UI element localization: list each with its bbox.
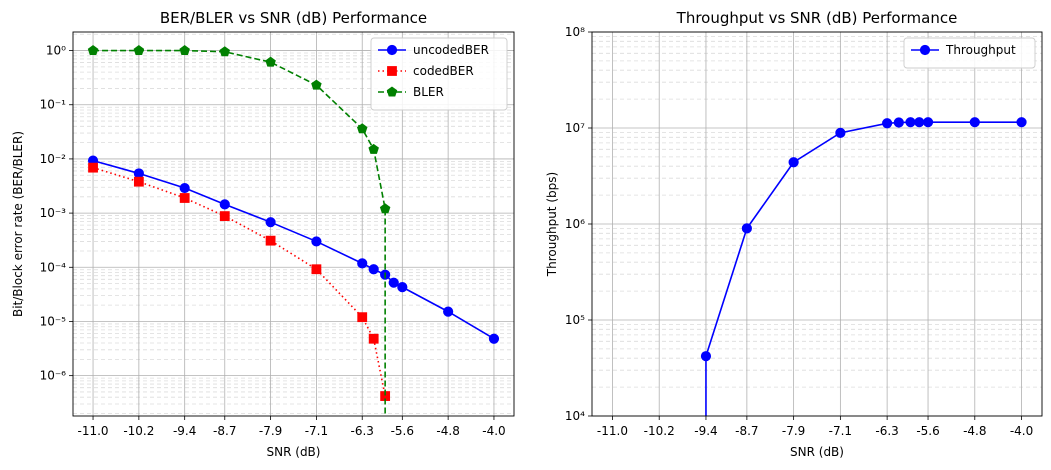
- series-Throughput: [700, 117, 1027, 416]
- data-point: [357, 312, 368, 323]
- data-point: [893, 117, 904, 128]
- y-tick-label: 10⁻¹: [40, 98, 67, 112]
- y-tick-label: 10⁷: [565, 121, 585, 135]
- legend-marker-Throughput: [919, 44, 931, 56]
- y-tick-label: 10⁻³: [40, 206, 67, 220]
- series-codedBER: [88, 162, 391, 401]
- data-point: [368, 143, 379, 154]
- series-uncodedBER: [87, 155, 500, 344]
- data-point: [219, 211, 230, 222]
- data-point: [265, 235, 276, 246]
- data-point: [179, 193, 190, 203]
- data-point: [179, 45, 190, 56]
- data-point: [133, 168, 144, 179]
- data-point: [741, 223, 752, 234]
- legend-marker-uncodedBER: [386, 44, 398, 56]
- data-point: [922, 117, 934, 128]
- data-point: [835, 127, 846, 138]
- data-point: [914, 117, 925, 128]
- legend-marker-BLER: [386, 86, 398, 97]
- data-point: [388, 277, 399, 288]
- x-axis-label: SNR (dB): [790, 445, 844, 459]
- data-point: [368, 264, 379, 275]
- x-tick-label: -7.9: [782, 424, 805, 438]
- x-tick-label: -10.2: [644, 424, 675, 438]
- x-tick-label: -5.6: [916, 424, 939, 438]
- data-point: [488, 333, 500, 344]
- data-point: [1016, 117, 1027, 128]
- data-point: [87, 45, 99, 56]
- data-point: [397, 282, 408, 293]
- data-point: [133, 176, 144, 187]
- y-tick-label: 10⁵: [565, 313, 585, 327]
- y-axis-label: Throughput (bps): [545, 172, 559, 277]
- legend-label-BLER: BLER: [413, 85, 444, 99]
- legend-label-Throughput: Throughput: [945, 43, 1016, 57]
- data-point: [265, 217, 276, 228]
- x-tick-label: -11.0: [597, 424, 628, 438]
- data-point: [219, 46, 231, 57]
- y-tick-label: 10⁶: [565, 217, 585, 231]
- x-tick-label: -4.0: [482, 424, 505, 438]
- y-tick-label: 10⁰: [46, 44, 66, 58]
- x-tick-label: -4.8: [436, 424, 459, 438]
- x-tick-label: -5.6: [391, 424, 414, 438]
- y-tick-label: 10⁴: [565, 409, 585, 423]
- data-point: [219, 199, 230, 210]
- data-point: [265, 56, 276, 67]
- legend: Throughput: [903, 37, 1036, 69]
- x-tick-label: -7.1: [305, 424, 328, 438]
- y-tick-label: 10⁻⁵: [40, 314, 67, 328]
- legend-marker-codedBER: [387, 66, 397, 76]
- legend-label-codedBER: codedBER: [413, 64, 474, 78]
- data-point: [311, 236, 322, 247]
- throughput-chart: -11.0 -10.2 -9.4 -8.7 -7.9 -7.1 -6.3 -5.6 -4.8 -4…: [545, 9, 1043, 459]
- chart-title: Throughput vs SNR (dB) Performance: [676, 9, 958, 27]
- x-axis-label: SNR (dB): [267, 445, 321, 459]
- data-point: [788, 157, 799, 168]
- data-point: [443, 306, 454, 317]
- y-axis-label: Bit/Block error rate (BER/BLER): [11, 131, 25, 317]
- y-tick-label: 10⁸: [565, 25, 585, 39]
- legend-label-uncodedBER: uncodedBER: [413, 43, 489, 57]
- data-point: [969, 117, 980, 128]
- data-point: [88, 162, 98, 173]
- data-point: [700, 351, 712, 362]
- series-BLER: [87, 45, 391, 416]
- data-point: [311, 264, 322, 275]
- data-point: [179, 182, 190, 194]
- chart-title: BER/BLER vs SNR (dB) Performance: [160, 9, 427, 27]
- x-tick-label: -7.1: [829, 424, 852, 438]
- x-tick-label: -7.9: [259, 424, 282, 438]
- y-tick-label: 10⁻⁴: [40, 260, 67, 274]
- data-point: [882, 118, 893, 129]
- y-tick-label: 10⁻⁶: [40, 369, 67, 383]
- series-line-Throughput: [705, 121, 1022, 416]
- series-line-BLER: [93, 49, 386, 416]
- x-tick-label: -6.3: [875, 424, 898, 438]
- data-point: [356, 123, 368, 134]
- ber-bler-chart: -11.0 -10.2 -9.4 -8.7 -7.9 -7.1 -6.3 -5.6 -4.8 -4…: [11, 9, 515, 459]
- data-point: [357, 258, 368, 269]
- x-tick-label: -9.4: [694, 424, 717, 438]
- x-tick-label: -9.4: [173, 424, 196, 438]
- data-point: [905, 117, 916, 128]
- data-point: [133, 45, 145, 56]
- x-tick-label: -11.0: [78, 424, 109, 438]
- x-tick-label: -4.0: [1010, 424, 1033, 438]
- x-tick-label: -8.7: [735, 424, 758, 438]
- x-tick-label: -10.2: [123, 424, 154, 438]
- data-point: [311, 79, 322, 90]
- series-line-codedBER: [92, 166, 386, 397]
- legend-box: [903, 37, 1036, 69]
- x-tick-label: -6.3: [351, 424, 374, 438]
- x-tick-label: -4.8: [963, 424, 986, 438]
- x-tick-label: -8.7: [213, 424, 236, 438]
- y-tick-label: 10⁻²: [40, 152, 67, 166]
- axes-frame: [72, 31, 515, 417]
- data-point: [379, 203, 391, 214]
- legend: uncodedBER codedBER BLER: [370, 37, 508, 111]
- data-point: [368, 333, 379, 344]
